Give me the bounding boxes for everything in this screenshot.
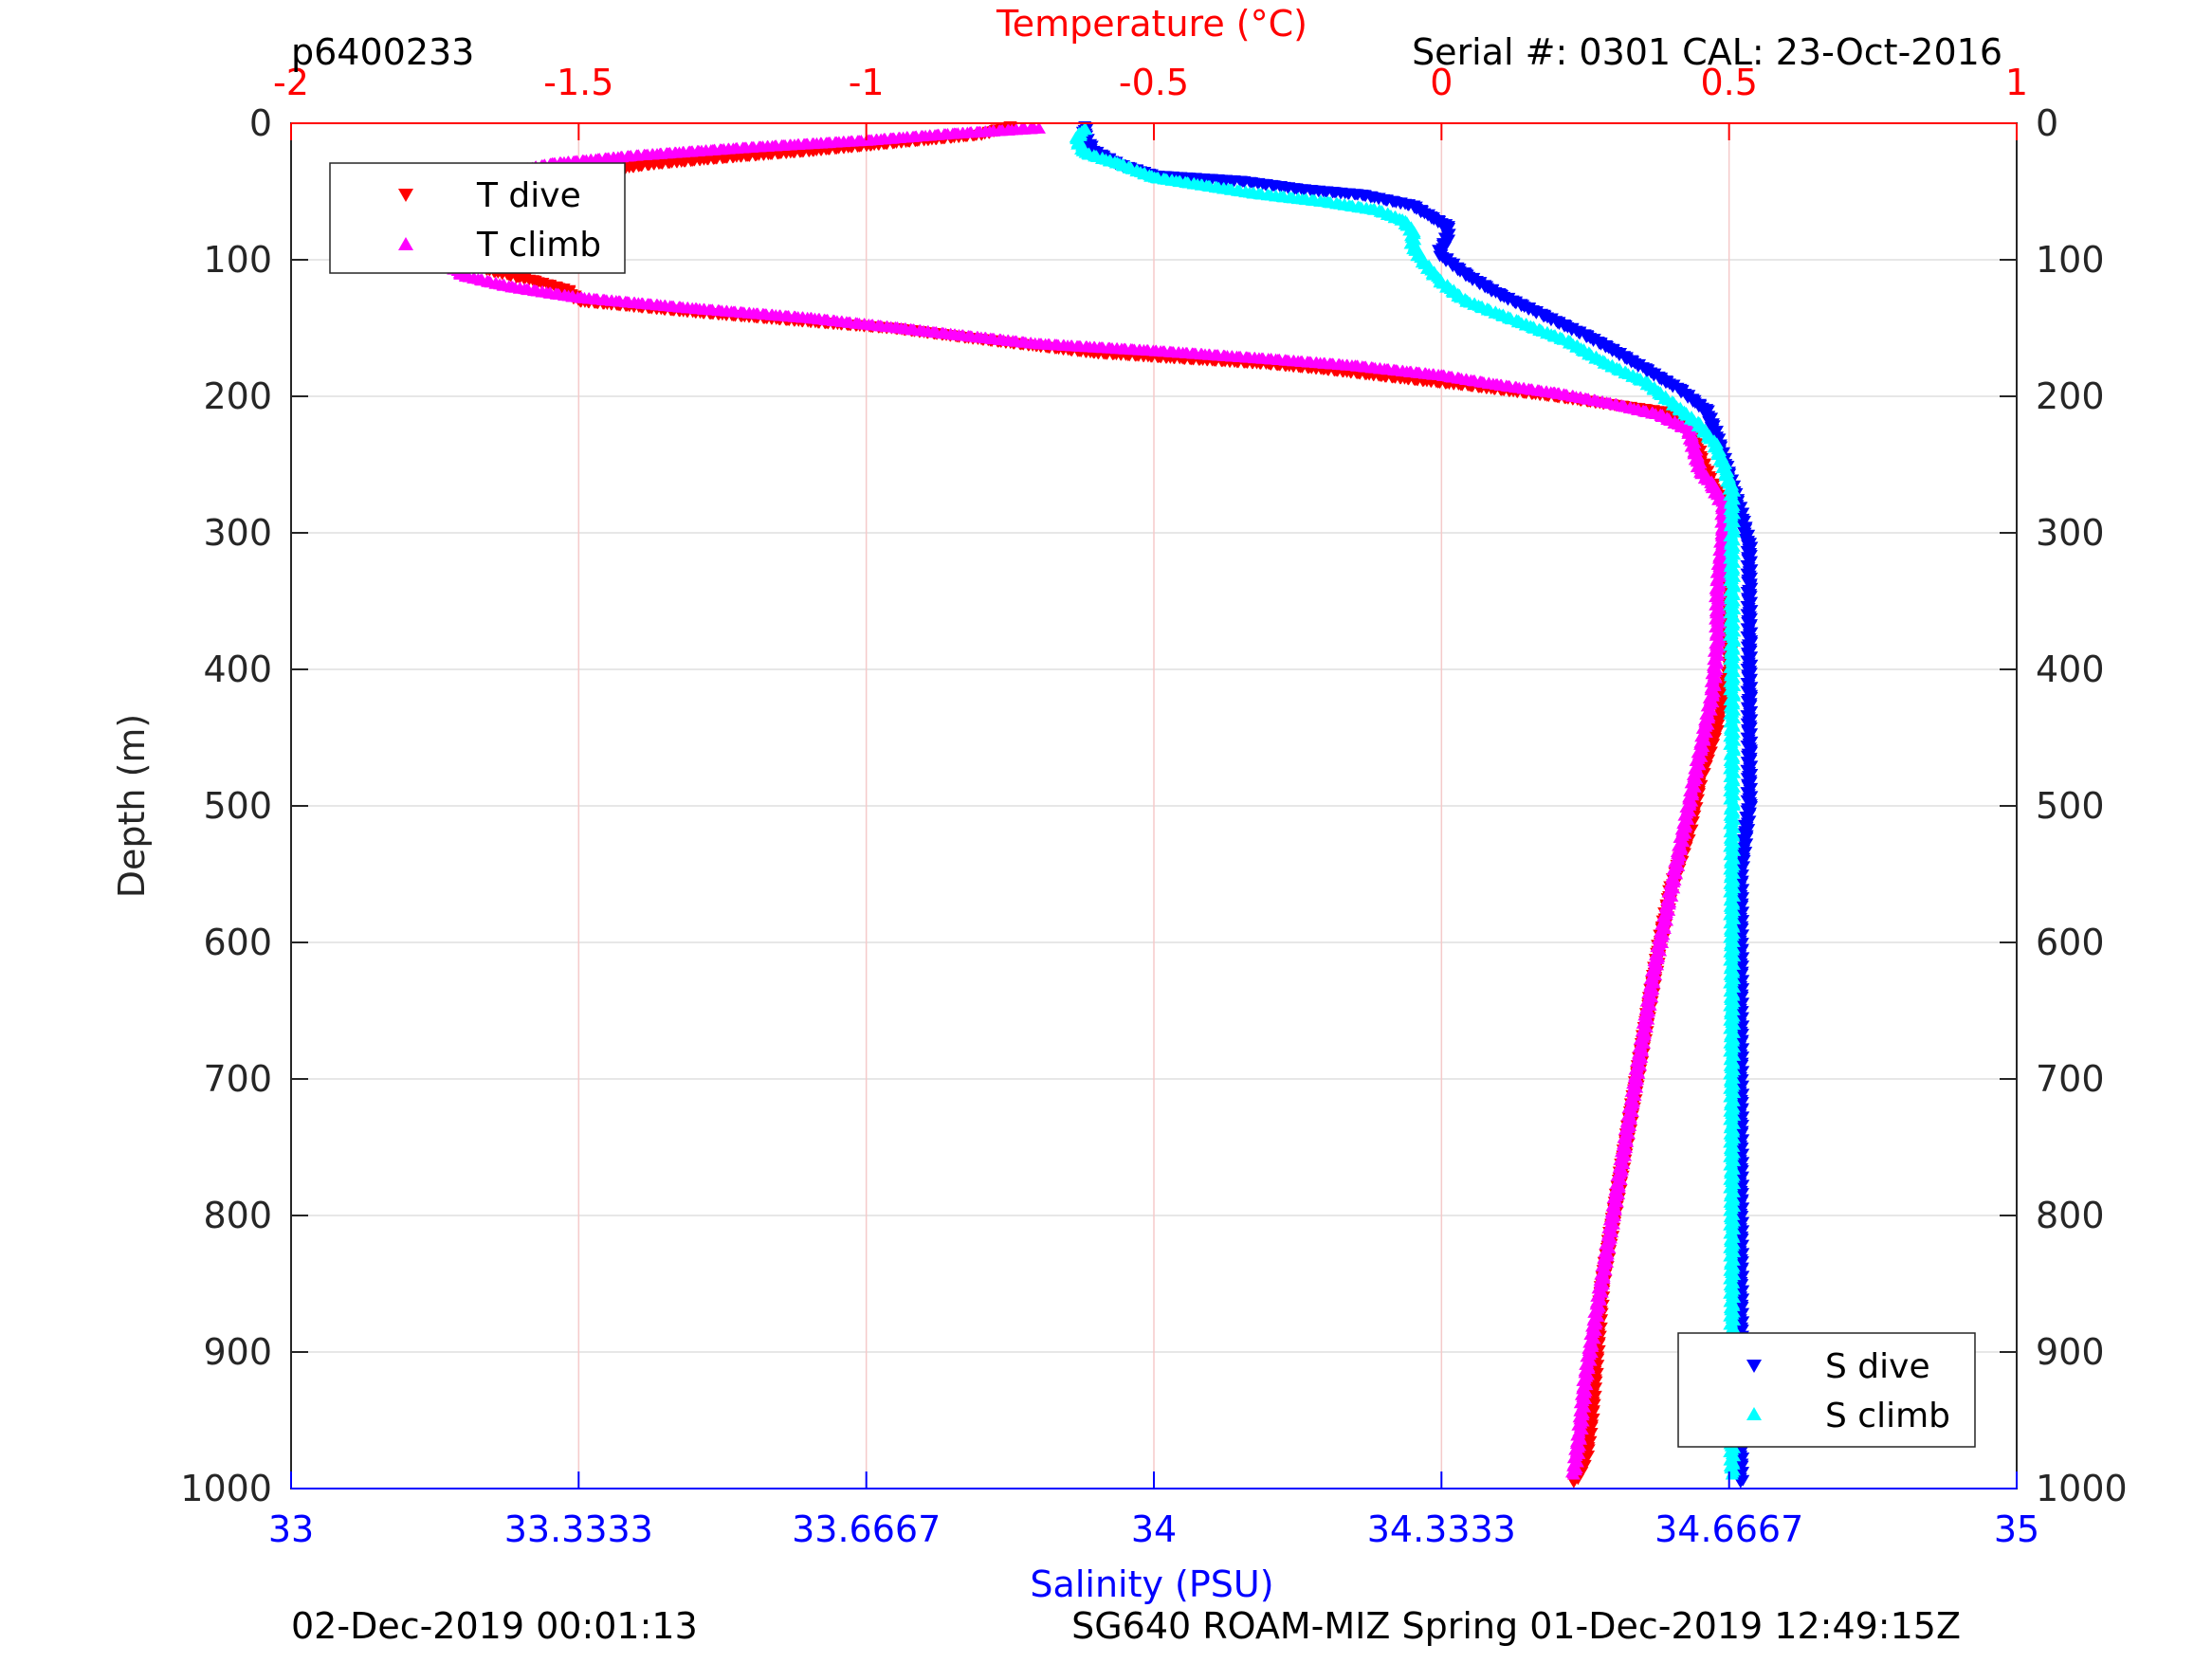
depth-tick-label-right: 700 — [2036, 1058, 2105, 1100]
legend-s-dive-marker — [1746, 1360, 1762, 1373]
legend-t-dive-marker — [398, 189, 413, 202]
legend-t-dive-label: T dive — [476, 176, 581, 215]
depth-tick-label-right: 500 — [2036, 785, 2105, 827]
salinity-tick-label: 35 — [1994, 1508, 2039, 1550]
depth-tick-label-left: 600 — [203, 922, 272, 963]
depth-tick-label-right: 800 — [2036, 1195, 2105, 1236]
temperature-tick-label: 0.5 — [1700, 62, 1757, 103]
top-axis-title: Temperature (°C) — [996, 3, 1307, 45]
temperature-legend: T dive T climb — [329, 162, 626, 274]
temperature-tick-label: -0.5 — [1119, 62, 1189, 103]
depth-tick-label-right: 400 — [2036, 649, 2105, 690]
depth-tick-label-left: 1000 — [180, 1468, 272, 1509]
salinity-legend-box — [1677, 1332, 1976, 1448]
series-s-climb — [1069, 121, 1742, 1480]
depth-tick-label-left: 700 — [203, 1058, 272, 1100]
temperature-tick-label: -1 — [849, 62, 885, 103]
temperature-tick-label: 1 — [2005, 62, 2028, 103]
legend-t-climb-label: T climb — [476, 226, 601, 265]
depth-tick-label-right: 300 — [2036, 512, 2105, 554]
depth-tick-label-right: 0 — [2036, 102, 2058, 144]
legend-s-climb-marker — [1746, 1407, 1762, 1420]
series-t-climb — [409, 121, 1733, 1480]
serial-cal-label: Serial #: 0301 CAL: 23-Oct-2016 — [1412, 31, 2002, 73]
data-point — [1566, 1476, 1581, 1489]
depth-tick-label-left: 400 — [203, 649, 272, 690]
depth-tick-label-left: 800 — [203, 1195, 272, 1236]
temperature-tick-label: -2 — [273, 62, 309, 103]
temperature-tick-label: -1.5 — [543, 62, 613, 103]
y-axis-title: Depth (m) — [111, 714, 153, 899]
depth-tick-label-left: 0 — [249, 102, 272, 144]
temperature-tick-label: 0 — [1430, 62, 1453, 103]
depth-tick-label-left: 300 — [203, 512, 272, 554]
depth-tick-label-left: 500 — [203, 785, 272, 827]
data-point — [1566, 1468, 1581, 1480]
data-point — [1733, 1476, 1747, 1489]
footer-timestamp: 02-Dec-2019 00:01:13 — [291, 1605, 698, 1647]
depth-tick-label-left: 100 — [203, 239, 272, 281]
depth-tick-label-right: 200 — [2036, 375, 2105, 417]
salinity-tick-label: 33.6667 — [792, 1508, 941, 1550]
depth-tick-label-right: 900 — [2036, 1331, 2105, 1373]
depth-tick-label-right: 100 — [2036, 239, 2105, 281]
temperature-legend-box — [329, 162, 626, 274]
legend-s-climb-label: S climb — [1825, 1397, 1950, 1435]
footer-mission: SG640 ROAM-MIZ Spring 01-Dec-2019 12:49:… — [1071, 1605, 1961, 1647]
salinity-tick-label: 33 — [268, 1508, 314, 1550]
salinity-tick-label: 34.3333 — [1367, 1508, 1516, 1550]
bottom-axis-title: Salinity (PSU) — [1030, 1563, 1273, 1605]
legend-s-dive-label: S dive — [1825, 1347, 1930, 1386]
axis-ticks: 0 0 100 100 200 200 300 300 400 400 500 500 600 600 70… — [180, 62, 2127, 1550]
depth-tick-label-right: 1000 — [2036, 1468, 2128, 1509]
depth-tick-label-left: 900 — [203, 1331, 272, 1373]
salinity-tick-label: 34 — [1131, 1508, 1177, 1550]
salinity-legend: S dive S climb — [1677, 1332, 1976, 1448]
depth-tick-label-left: 200 — [203, 375, 272, 417]
salinity-tick-label: 34.6667 — [1654, 1508, 1803, 1550]
salinity-tick-label: 33.3333 — [504, 1508, 653, 1550]
dive-id-label: p6400233 — [291, 31, 474, 73]
legend-t-climb-marker — [398, 237, 413, 250]
depth-tick-label-right: 600 — [2036, 922, 2105, 963]
